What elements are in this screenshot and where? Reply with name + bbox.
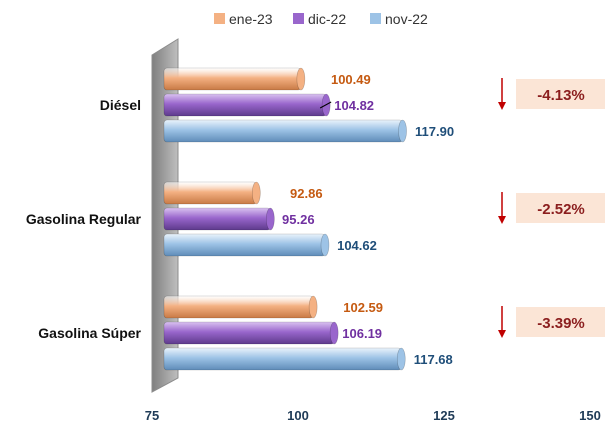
bar-cap-nov-22-diesel bbox=[398, 119, 407, 143]
bar-cap-nov-22-gasolina-regular bbox=[320, 233, 330, 257]
legend: ene-23 dic-22 nov-22 bbox=[214, 11, 428, 27]
data-label-dic-22-gasolina-regular: 95.26 bbox=[282, 212, 315, 227]
x-tick-label-150: 150 bbox=[579, 408, 601, 423]
bar-cap-dic-22-gasolina-regular bbox=[266, 207, 275, 231]
legend-swatch-dic-22 bbox=[293, 13, 304, 24]
label-leader-line bbox=[319, 101, 332, 109]
bar-ene-23-gasolina-regular bbox=[163, 181, 257, 205]
data-label-ene-23-diesel: 100.49 bbox=[331, 72, 371, 87]
change-box-gasolina-super bbox=[516, 307, 605, 337]
legend-label-ene-23: ene-23 bbox=[229, 11, 273, 27]
down-arrow-head-icon bbox=[498, 102, 506, 110]
data-label-ene-23-gasolina-regular: 92.86 bbox=[290, 186, 323, 201]
x-axis: 75 100 125 150 bbox=[145, 408, 601, 423]
data-label-dic-22-gasolina-super: 106.19 bbox=[342, 326, 382, 341]
bar-nov-22-gasolina-regular bbox=[163, 233, 326, 257]
bar-dic-22-gasolina-super bbox=[163, 321, 335, 345]
bar-nov-22-gasolina-super bbox=[163, 347, 402, 371]
data-label-nov-22-diesel: 117.90 bbox=[415, 124, 454, 139]
bar-cap-ene-23-diesel bbox=[296, 67, 306, 91]
data-label-ene-23-gasolina-super: 102.59 bbox=[343, 300, 383, 315]
changes-group: -4.13% -2.52% -3.39% bbox=[498, 78, 605, 338]
x-tick-label-75: 75 bbox=[145, 408, 159, 423]
change-box-diesel bbox=[516, 79, 605, 109]
bar-dic-22-diesel bbox=[163, 93, 327, 117]
bar-cap-ene-23-gasolina-super bbox=[308, 295, 318, 319]
change-label-gasolina-super: -3.39% bbox=[537, 315, 585, 332]
labels-group: Diésel 100.49 104.82 117.90 Gasolina Regular… bbox=[26, 72, 454, 367]
data-label-dic-22-diesel: 104.82 bbox=[334, 98, 374, 113]
bars-group bbox=[163, 67, 407, 371]
bar-nov-22-diesel bbox=[163, 119, 403, 143]
change-label-diesel: -4.13% bbox=[537, 87, 585, 104]
bar-ene-23-diesel bbox=[163, 67, 302, 91]
x-tick-label-125: 125 bbox=[433, 408, 455, 423]
down-arrow-head-icon bbox=[498, 216, 506, 224]
data-label-nov-22-gasolina-super: 117.68 bbox=[414, 352, 453, 367]
category-label-gasolina-super: Gasolina Súper bbox=[38, 325, 141, 341]
bar-ene-23-gasolina-super bbox=[163, 295, 314, 319]
bar-cap-nov-22-gasolina-super bbox=[396, 347, 406, 371]
legend-swatch-nov-22 bbox=[370, 13, 381, 24]
x-tick-label-100: 100 bbox=[287, 408, 309, 423]
legend-swatch-ene-23 bbox=[214, 13, 225, 24]
down-arrow-head-icon bbox=[498, 330, 506, 338]
change-box-gasolina-regular bbox=[516, 193, 605, 223]
legend-label-dic-22: dic-22 bbox=[308, 11, 346, 27]
bar-cap-dic-22-gasolina-super bbox=[329, 321, 339, 345]
change-label-gasolina-regular: -2.52% bbox=[537, 201, 585, 218]
data-label-nov-22-gasolina-regular: 104.62 bbox=[337, 238, 377, 253]
category-label-diesel: Diésel bbox=[100, 97, 141, 113]
legend-label-nov-22: nov-22 bbox=[385, 11, 428, 27]
category-label-gasolina-regular: Gasolina Regular bbox=[26, 211, 142, 227]
bar-dic-22-gasolina-regular bbox=[163, 207, 271, 231]
bar-cap-ene-23-gasolina-regular bbox=[252, 181, 261, 205]
